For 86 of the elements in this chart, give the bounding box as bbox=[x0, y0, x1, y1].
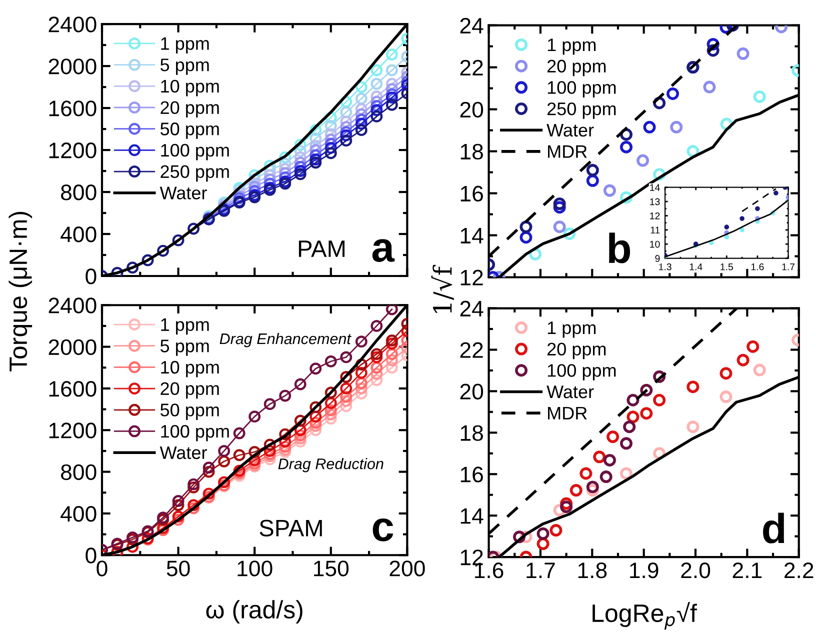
legend-label: 1 ppm bbox=[548, 322, 596, 338]
y-tick-label: 24 bbox=[460, 300, 484, 316]
legend-label: 1 ppm bbox=[161, 37, 209, 54]
x-tick-label: 1.9 bbox=[630, 562, 658, 578]
y-tick-label: 14 bbox=[460, 228, 484, 244]
y-tick-label: 11 bbox=[650, 226, 660, 234]
legend-label: 250 ppm bbox=[160, 165, 229, 182]
x-tick-label: 2.2 bbox=[784, 562, 814, 578]
y-axis-title: 1/√f bbox=[431, 264, 454, 313]
legend-label: 100 ppm bbox=[548, 81, 616, 98]
legend-label: 10 ppm bbox=[161, 80, 219, 96]
y-tick-label: 400 bbox=[60, 226, 96, 242]
legend-label: 100 ppm bbox=[161, 144, 229, 160]
annotation: Drag Enhancement bbox=[220, 332, 352, 348]
y-tick-label: 14 bbox=[650, 184, 660, 191]
annotation: Drag Reduction bbox=[278, 458, 384, 472]
y-tick-label: 2000 bbox=[48, 339, 96, 356]
y-tick-label: 2400 bbox=[48, 298, 96, 314]
y-tick-label: 18 bbox=[460, 144, 483, 160]
legend-label: 50 ppm bbox=[160, 404, 219, 420]
y-tick-label: 16 bbox=[460, 466, 483, 482]
y-tick-label: 22 bbox=[460, 60, 483, 76]
x-tick-label: 1.4 bbox=[690, 263, 702, 270]
y-tick-label: 0 bbox=[86, 548, 96, 564]
legend-label: 5 ppm bbox=[160, 58, 209, 75]
y-tick-label: 800 bbox=[61, 464, 96, 480]
legend-label: 20 ppm bbox=[547, 60, 606, 76]
y-tick-label: 1600 bbox=[49, 380, 96, 397]
x-tick-label: 150 bbox=[314, 560, 349, 576]
x-tick-label: 200 bbox=[390, 560, 425, 576]
annotation: b bbox=[609, 232, 630, 264]
y-tick-label: 1600 bbox=[49, 100, 96, 116]
y-tick-label: 9 bbox=[655, 255, 660, 262]
x-tick-label: 0 bbox=[96, 560, 108, 576]
y-tick-label: 2000 bbox=[48, 58, 96, 74]
x-axis-title: LogRe$_{p}$√f bbox=[592, 602, 697, 630]
y-tick-label: 24 bbox=[460, 18, 484, 34]
y-tick-label: 14 bbox=[460, 508, 484, 524]
legend-label: Water bbox=[546, 386, 594, 398]
y-tick-label: 12 bbox=[460, 270, 483, 286]
y-tick-label: 400 bbox=[60, 506, 96, 522]
legend-label: 5 ppm bbox=[160, 340, 209, 356]
y-tick-label: 20 bbox=[460, 384, 484, 400]
legend-label: Water bbox=[546, 124, 594, 137]
legend-label: 1 ppm bbox=[548, 38, 596, 55]
x-tick-label: 1.7 bbox=[782, 263, 795, 270]
annotation: a bbox=[372, 239, 395, 262]
y-tick-label: 2400 bbox=[48, 16, 96, 32]
annotation: PAM bbox=[298, 240, 345, 257]
legend-label: 100 ppm bbox=[548, 364, 616, 380]
legend-label: 10 ppm bbox=[161, 360, 219, 378]
x-tick-label: 1.3 bbox=[659, 263, 672, 270]
y-tick-label: 22 bbox=[460, 342, 483, 358]
y-tick-label: 13 bbox=[650, 198, 660, 206]
y-tick-label: 12 bbox=[650, 212, 660, 220]
legend-label: Water bbox=[160, 186, 207, 200]
x-tick-label: 1.8 bbox=[578, 562, 607, 578]
legend-label: MDR bbox=[548, 406, 587, 420]
y-tick-label: 800 bbox=[61, 184, 96, 200]
x-tick-label: 100 bbox=[238, 560, 272, 576]
x-tick-label: 1.7 bbox=[526, 562, 555, 578]
y-tick-label: 20 bbox=[460, 102, 484, 118]
annotation: d bbox=[763, 512, 784, 544]
legend-label: 100 ppm bbox=[161, 424, 229, 442]
legend-label: 50 ppm bbox=[160, 122, 219, 139]
x-tick-label: 2.0 bbox=[681, 562, 710, 578]
annotation: SPAM bbox=[260, 520, 322, 536]
legend-label: 250 ppm bbox=[547, 102, 616, 119]
legend-label: 20 ppm bbox=[160, 382, 219, 399]
legend-label: MDR bbox=[548, 145, 587, 158]
x-tick-label: 50 bbox=[166, 560, 190, 576]
x-tick-label: 2.1 bbox=[732, 562, 762, 578]
y-tick-label: 1200 bbox=[49, 142, 96, 158]
y-tick-label: 16 bbox=[460, 186, 483, 202]
x-tick-label: 1.6 bbox=[751, 263, 764, 270]
y-tick-label: 10 bbox=[650, 240, 660, 248]
legend-label: 20 ppm bbox=[160, 101, 219, 118]
annotation: c bbox=[372, 518, 394, 542]
legend-label: 1 ppm bbox=[161, 318, 209, 335]
y-axis-title: Torque (μN·m) bbox=[8, 212, 32, 372]
x-axis-title: ω (rad/s) bbox=[206, 600, 302, 624]
y-tick-label: 18 bbox=[460, 425, 483, 441]
legend-label: Water bbox=[160, 446, 207, 460]
legend-label: 20 ppm bbox=[547, 342, 606, 360]
x-tick-label: 1.5 bbox=[720, 263, 733, 270]
y-tick-label: 1200 bbox=[49, 422, 96, 438]
